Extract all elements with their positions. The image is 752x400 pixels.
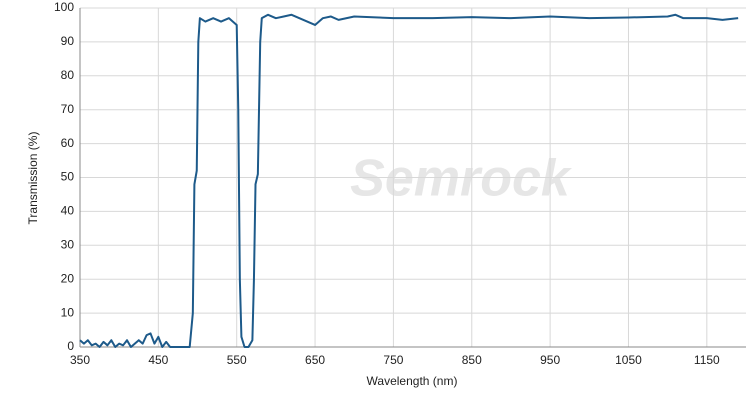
x-tick-label: 1150 <box>694 353 720 367</box>
x-tick-label: 750 <box>383 353 403 367</box>
y-tick-label: 40 <box>61 204 75 218</box>
data-line <box>79 13 739 348</box>
x-tick-label: 450 <box>148 353 168 367</box>
x-tick-label: 850 <box>462 353 482 367</box>
y-tick-label: 80 <box>61 68 75 82</box>
x-tick-label: 950 <box>540 353 560 367</box>
y-tick-label: 0 <box>67 339 74 353</box>
x-axis-label: Wavelength (nm) <box>367 374 458 388</box>
x-tick-label: 1050 <box>615 353 642 367</box>
x-tick-label: 550 <box>227 353 247 367</box>
y-tick-label: 50 <box>61 170 75 184</box>
x-tick-label: 350 <box>70 353 90 367</box>
x-tick-label: 650 <box>305 353 325 367</box>
y-tick-label: 100 <box>54 0 74 14</box>
y-tick-label: 30 <box>61 237 75 251</box>
y-tick-label: 10 <box>61 305 75 319</box>
watermark: Semrock <box>350 150 573 208</box>
y-axis-label: Transmission (%) <box>26 132 40 225</box>
y-tick-label: 20 <box>61 271 75 285</box>
y-tick-label: 60 <box>61 136 75 150</box>
y-tick-label: 70 <box>61 102 75 116</box>
y-tick-label: 90 <box>61 34 75 48</box>
